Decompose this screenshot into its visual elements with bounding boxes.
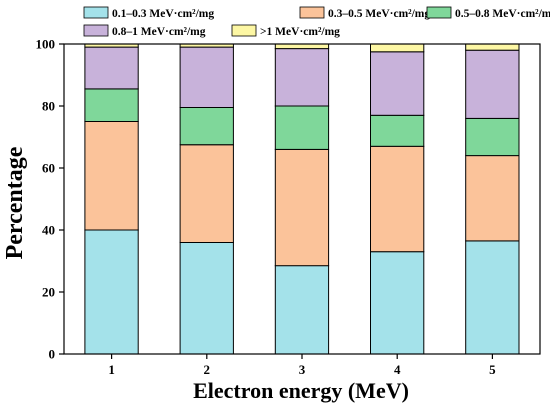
x-tick-label: 4 — [394, 362, 401, 377]
plot-frame — [63, 43, 541, 355]
bar-segment-2-cat-5 — [465, 155, 520, 242]
x-tick-label: 2 — [204, 362, 211, 377]
bar-segment-4-cat-1 — [84, 46, 139, 90]
y-tick-label: 20 — [42, 285, 55, 300]
bar-segment-2-cat-4 — [370, 145, 425, 253]
legend-label-5: >1 MeV·cm²/mg — [260, 26, 340, 38]
legend-label-4: 0.8–1 MeV·cm²/mg — [112, 26, 206, 38]
bar-segment-1-cat-2 — [179, 241, 234, 355]
legend-swatch-5 — [231, 24, 257, 37]
bar-segment-3-cat-4 — [370, 114, 425, 147]
bar-segment-4-cat-2 — [179, 46, 234, 108]
bar-segment-3-cat-1 — [84, 88, 139, 122]
x-tick-label: 5 — [489, 362, 496, 377]
bar-segment-2-cat-3 — [274, 148, 330, 267]
legend-swatch-2 — [299, 6, 325, 19]
bar-segment-1-cat-5 — [465, 240, 520, 355]
x-axis-label: Electron energy (MeV) — [193, 378, 409, 403]
bar-segment-1-cat-4 — [370, 251, 425, 355]
bar-segment-1-cat-1 — [84, 229, 139, 355]
bar-segment-1-cat-3 — [274, 265, 330, 355]
bar-segment-3-cat-3 — [274, 105, 330, 150]
y-tick-label: 40 — [42, 223, 55, 238]
bar-segment-5-cat-3 — [274, 43, 330, 50]
legend-label-2: 0.3–0.5 MeV·cm²/mg — [328, 8, 430, 20]
bar-segment-5-cat-5 — [465, 43, 520, 51]
y-axis-label: Percentage — [2, 146, 28, 259]
legend-swatch-4 — [83, 24, 109, 37]
bar-segment-4-cat-5 — [465, 49, 520, 119]
x-tick-label: 3 — [299, 362, 306, 377]
bar-segment-2-cat-2 — [179, 144, 234, 243]
chart-legend: 0.1–0.3 MeV·cm²/mg 0.3–0.5 MeV·cm²/mg 0.5–… — [83, 6, 550, 38]
bar-segment-2-cat-1 — [84, 121, 139, 231]
x-tick-label: 1 — [108, 362, 115, 377]
legend-swatch-3 — [426, 6, 452, 19]
bar-segment-4-cat-3 — [274, 48, 330, 107]
chart-axes: 1 2 3 4 5 0 20 40 60 80 100 — [36, 37, 541, 377]
bar-stacks — [84, 43, 520, 355]
legend-label-3: 0.5–0.8 MeV·cm²/mg — [455, 8, 550, 20]
legend-label-1: 0.1–0.3 MeV·cm²/mg — [112, 8, 214, 20]
bar-segment-5-cat-4 — [370, 43, 425, 53]
y-tick-label: 80 — [42, 99, 55, 114]
bar-segment-4-cat-4 — [370, 51, 425, 116]
bar-segment-3-cat-5 — [465, 117, 520, 157]
y-tick-label: 100 — [36, 37, 56, 52]
bar-segment-3-cat-2 — [179, 107, 234, 146]
y-tick-label: 0 — [49, 347, 56, 362]
legend-swatch-1 — [83, 6, 109, 19]
y-tick-label: 60 — [42, 161, 55, 176]
